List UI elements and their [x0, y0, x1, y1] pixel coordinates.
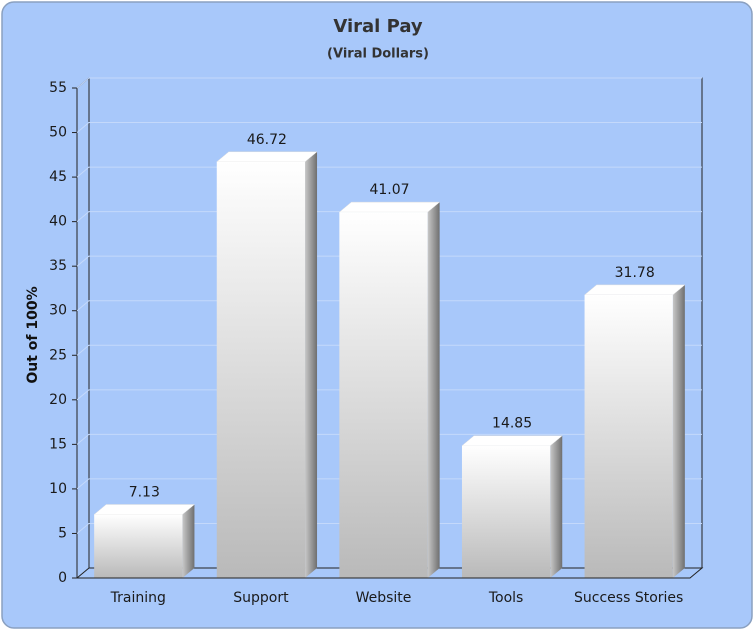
y-tick-label: 45 — [49, 169, 67, 185]
bar — [339, 212, 428, 578]
grid-line — [76, 211, 702, 223]
chart-title: Viral Pay — [333, 16, 423, 37]
value-label: 14.85 — [492, 416, 532, 432]
grid-line — [76, 344, 702, 356]
value-label: 46.72 — [247, 132, 287, 148]
x-tick-label: Website — [356, 590, 412, 606]
bar-top — [461, 435, 563, 446]
bar-side — [182, 504, 195, 578]
bar — [584, 294, 673, 578]
value-label: 31.78 — [615, 265, 655, 281]
y-tick-label: 15 — [49, 436, 67, 452]
y-axis-label: Out of 100% — [25, 286, 41, 383]
y-tick-label: 20 — [49, 392, 67, 408]
grid-line — [76, 122, 702, 133]
y-tick-label: 5 — [58, 525, 67, 541]
y-tick-label: 25 — [49, 347, 67, 363]
bar-top — [338, 201, 441, 213]
y-tick-label: 50 — [49, 125, 67, 141]
value-label: 7.13 — [129, 484, 160, 500]
x-tick-label: Support — [233, 590, 289, 606]
x-tick-label: Training — [110, 590, 166, 606]
y-tick-label: 40 — [49, 214, 67, 230]
y-tick-label: 10 — [49, 481, 67, 497]
bar-top — [216, 151, 318, 163]
y-tick-label: 55 — [49, 80, 67, 96]
grid-line — [76, 77, 702, 89]
bar-top — [93, 504, 196, 515]
bar — [461, 445, 551, 578]
bar — [216, 161, 306, 578]
bar — [94, 514, 183, 578]
bar-side — [427, 202, 440, 578]
bar-top — [583, 284, 686, 296]
y-tick-label: 30 — [49, 303, 67, 319]
chart-subtitle: (Viral Dollars) — [327, 47, 429, 62]
grid-line — [76, 255, 702, 267]
x-tick-label: Tools — [488, 590, 524, 606]
y-tick-label: 0 — [58, 570, 67, 586]
y-tick-label: 35 — [49, 258, 67, 274]
bar-side — [305, 151, 318, 578]
grid-line — [76, 389, 702, 401]
x-tick-label: Success Stories — [574, 590, 683, 606]
grid-line — [76, 166, 702, 178]
grid-line — [76, 300, 702, 312]
value-label: 41.07 — [369, 182, 409, 198]
bar-side — [550, 435, 563, 578]
bar-side — [672, 284, 685, 578]
grid-line — [76, 433, 702, 445]
